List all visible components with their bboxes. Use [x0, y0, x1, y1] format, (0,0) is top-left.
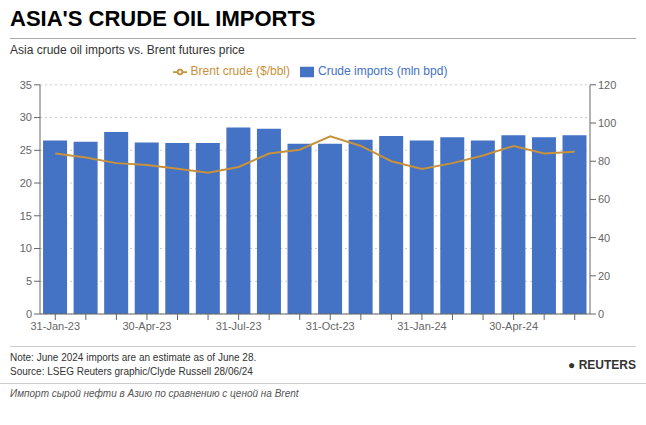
svg-text:10: 10: [20, 242, 32, 254]
html-text:Импорт сырой нефти в Азию по с: Импорт сырой нефти в Азию по сравнению с…: [10, 388, 299, 399]
svg-text:31-Jan-23: 31-Jan-23: [31, 320, 81, 332]
html-text:ASIA'S CRUDE OIL IMPORTS: ASIA'S CRUDE OIL IMPORTS: [10, 6, 316, 31]
svg-text:60: 60: [598, 193, 610, 205]
svg-text:20: 20: [598, 270, 610, 282]
svg-text:30-Apr-23: 30-Apr-23: [122, 320, 171, 332]
html-text:Crude imports (mln bpd): Crude imports (mln bpd): [318, 64, 448, 78]
svg-text:120: 120: [598, 79, 616, 91]
svg-text:31-Jul-23: 31-Jul-23: [216, 320, 262, 332]
svg-text:100: 100: [598, 117, 616, 129]
svg-text:31-Oct-23: 31-Oct-23: [306, 320, 355, 332]
svg-text:30: 30: [20, 111, 32, 123]
html-text:Note: June 2024 imports are an: Note: June 2024 imports are an estimate …: [10, 352, 257, 363]
svg-text:20: 20: [20, 177, 32, 189]
svg-text:0: 0: [26, 308, 32, 320]
svg-text:31-Jan-24: 31-Jan-24: [397, 320, 447, 332]
svg-text:0: 0: [598, 308, 604, 320]
svg-text:15: 15: [20, 210, 32, 222]
svg-text:80: 80: [598, 155, 610, 167]
svg-text:5: 5: [26, 275, 32, 287]
html-text:Brent crude ($/bbl): Brent crude ($/bbl): [190, 64, 290, 78]
html-text:Source: LSEG Reuters graphic/C: Source: LSEG Reuters graphic/Clyde Russe…: [10, 366, 253, 377]
html-text:● REUTERS: ● REUTERS: [568, 358, 636, 372]
svg-text:40: 40: [598, 232, 610, 244]
svg-text:25: 25: [20, 144, 32, 156]
svg-text:35: 35: [20, 79, 32, 91]
html-text:Asia crude oil imports vs. Bre: Asia crude oil imports vs. Brent futures…: [10, 43, 245, 57]
svg-text:30-Apr-24: 30-Apr-24: [489, 320, 538, 332]
